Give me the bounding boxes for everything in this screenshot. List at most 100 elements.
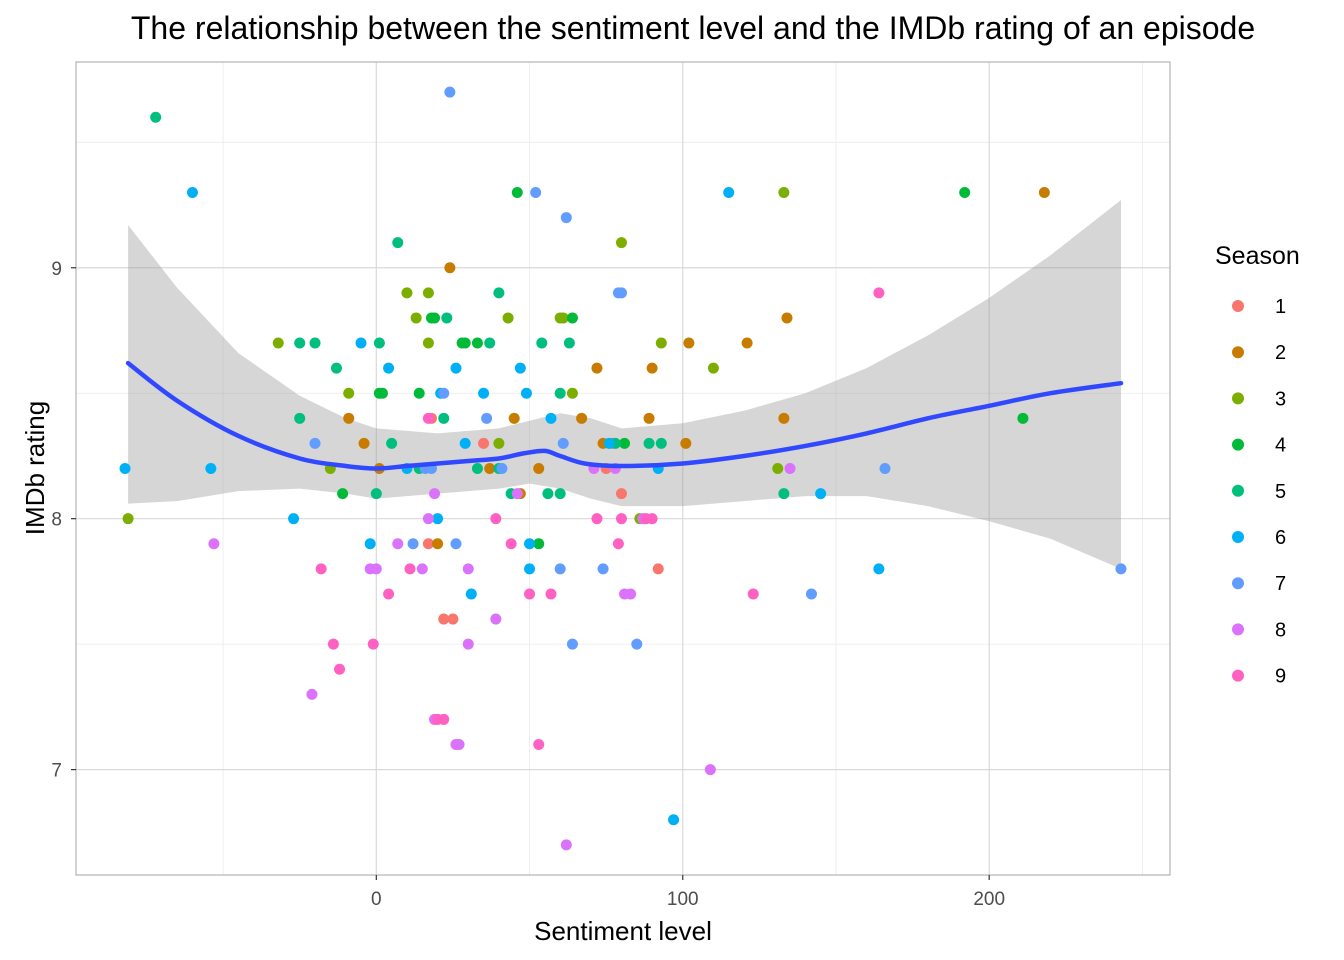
data-point-season-2 bbox=[646, 362, 658, 374]
legend-title: Season bbox=[1215, 242, 1300, 270]
data-point-season-6 bbox=[603, 437, 615, 449]
data-point-season-4 bbox=[376, 387, 388, 399]
legend-label: 4 bbox=[1275, 435, 1286, 457]
data-point-season-6 bbox=[723, 186, 735, 198]
data-point-season-7 bbox=[557, 437, 569, 449]
data-point-season-9 bbox=[334, 663, 346, 675]
data-point-season-8 bbox=[625, 588, 637, 600]
data-point-season-5 bbox=[471, 463, 483, 474]
data-point-season-9 bbox=[646, 513, 658, 525]
data-point-season-3 bbox=[778, 186, 790, 198]
data-point-season-4 bbox=[511, 186, 523, 198]
data-point-season-2 bbox=[343, 412, 355, 424]
legend-key-season-8 bbox=[1232, 623, 1244, 636]
data-point-season-3 bbox=[422, 287, 434, 299]
legend-item: 3 bbox=[1232, 388, 1286, 410]
y-axis-title: IMDb rating bbox=[20, 401, 50, 535]
legend-label: 7 bbox=[1275, 573, 1286, 595]
data-point-season-7 bbox=[554, 563, 566, 575]
data-point-season-4 bbox=[337, 488, 349, 500]
data-point-season-1 bbox=[615, 488, 627, 500]
data-point-season-7 bbox=[615, 287, 627, 299]
data-point-season-6 bbox=[288, 513, 300, 525]
data-point-season-8 bbox=[370, 563, 382, 575]
data-point-season-6 bbox=[205, 463, 217, 474]
data-point-season-3 bbox=[272, 337, 284, 349]
data-point-season-3 bbox=[343, 387, 355, 399]
data-point-season-4 bbox=[471, 337, 483, 349]
legend-key-season-5 bbox=[1232, 484, 1244, 497]
data-point-season-9 bbox=[315, 563, 327, 575]
data-point-season-6 bbox=[873, 563, 885, 575]
y-tick-label: 9 bbox=[51, 259, 62, 280]
legend-label: 5 bbox=[1275, 481, 1286, 503]
legend-label: 2 bbox=[1275, 342, 1286, 364]
data-point-season-9 bbox=[490, 513, 502, 525]
data-point-season-5 bbox=[386, 437, 398, 449]
data-point-season-5 bbox=[294, 412, 306, 424]
data-point-season-9 bbox=[404, 563, 416, 575]
data-point-season-2 bbox=[444, 262, 456, 274]
data-point-season-2 bbox=[508, 412, 520, 424]
data-point-season-5 bbox=[484, 337, 496, 349]
data-point-season-7 bbox=[309, 437, 321, 449]
data-point-season-6 bbox=[524, 538, 536, 550]
legend-item: 4 bbox=[1232, 435, 1286, 457]
smooth-line-layer bbox=[125, 360, 1124, 471]
x-tick-label: 0 bbox=[371, 889, 382, 910]
y-tick-label: 8 bbox=[51, 510, 62, 531]
data-point-season-6 bbox=[478, 387, 490, 399]
confidence-band bbox=[128, 200, 1122, 569]
data-point-season-8 bbox=[490, 613, 502, 625]
data-point-season-8 bbox=[392, 538, 404, 550]
legend-items: 1 2 3 4 5 6 7 8 9 bbox=[1232, 296, 1286, 688]
data-point-season-2 bbox=[781, 312, 793, 324]
data-point-season-5 bbox=[536, 337, 548, 349]
smooth-fit-line bbox=[125, 360, 1124, 471]
legend-item: 9 bbox=[1232, 666, 1286, 688]
data-point-season-3 bbox=[557, 312, 569, 324]
plot-panel-border bbox=[75, 61, 1171, 876]
data-point-season-6 bbox=[514, 362, 526, 374]
data-point-season-9 bbox=[747, 588, 759, 600]
data-point-season-6 bbox=[186, 186, 198, 198]
data-point-season-6 bbox=[355, 337, 367, 349]
data-point-season-7 bbox=[530, 186, 542, 198]
data-point-season-5 bbox=[438, 412, 450, 424]
data-point-season-9 bbox=[591, 513, 603, 525]
data-point-season-9 bbox=[545, 588, 557, 600]
data-point-season-9 bbox=[438, 713, 450, 725]
data-point-season-5 bbox=[441, 312, 453, 324]
data-point-season-2 bbox=[680, 437, 692, 449]
data-point-season-2 bbox=[683, 337, 695, 349]
data-point-season-5 bbox=[373, 337, 385, 349]
data-point-season-5 bbox=[643, 437, 655, 449]
data-point-season-7 bbox=[879, 463, 891, 474]
data-point-season-5 bbox=[493, 287, 505, 299]
data-point-season-8 bbox=[560, 839, 572, 851]
axis-ticks-layer: 0 100 200 7 8 9 bbox=[51, 259, 1005, 910]
data-point-season-8 bbox=[306, 688, 318, 700]
x-axis-title: Sentiment level bbox=[534, 916, 712, 946]
legend-item: 6 bbox=[1232, 527, 1286, 549]
data-point-season-5 bbox=[330, 362, 342, 374]
data-point-season-9 bbox=[612, 538, 624, 550]
data-point-season-4 bbox=[459, 337, 471, 349]
data-point-season-4 bbox=[413, 387, 425, 399]
data-point-season-6 bbox=[383, 362, 395, 374]
data-point-season-5 bbox=[554, 387, 566, 399]
data-point-season-7 bbox=[450, 538, 462, 550]
data-point-season-7 bbox=[496, 463, 508, 474]
legend-label: 6 bbox=[1275, 527, 1286, 549]
data-point-season-7 bbox=[597, 563, 609, 575]
legend-label: 8 bbox=[1275, 619, 1286, 641]
data-point-season-1 bbox=[438, 613, 450, 625]
data-point-season-5 bbox=[542, 488, 554, 500]
legend-key-season-3 bbox=[1232, 392, 1244, 405]
data-point-season-6 bbox=[450, 362, 462, 374]
legend-label: 3 bbox=[1275, 388, 1286, 410]
data-point-season-7 bbox=[444, 86, 456, 98]
legend-key-season-9 bbox=[1232, 669, 1244, 682]
data-point-season-2 bbox=[643, 412, 655, 424]
